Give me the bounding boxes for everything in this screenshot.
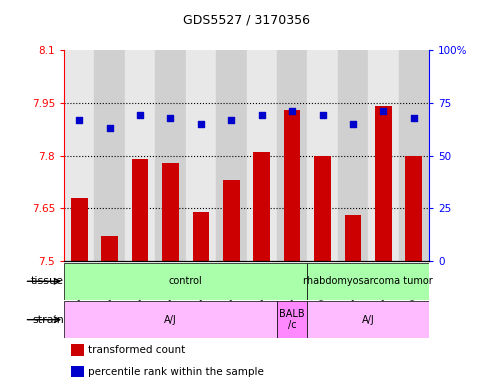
Point [410,114,418,121]
Point [288,108,296,114]
Text: GDS5527 / 3170356: GDS5527 / 3170356 [183,14,310,27]
Bar [132,159,148,261]
Text: A/J: A/J [164,314,177,325]
Bar [155,50,186,261]
Point [258,113,266,119]
Bar [246,50,277,261]
Bar [71,198,88,261]
Point [136,113,144,119]
Text: rhabdomyosarcoma tumor: rhabdomyosarcoma tumor [303,276,433,286]
Bar [277,50,307,261]
Bar [95,50,125,261]
Bar [314,156,331,261]
Bar [398,50,429,261]
Bar [307,301,429,338]
Point [318,113,326,119]
Bar [64,263,307,300]
Text: A/J: A/J [362,314,375,325]
Bar [64,301,277,338]
Text: strain: strain [32,314,64,325]
Bar [193,212,209,261]
Bar [345,215,361,261]
Bar [102,237,118,261]
Bar [284,110,300,261]
Bar [368,50,398,261]
Text: transformed count: transformed count [88,345,185,355]
Bar [375,106,391,261]
Point [349,121,357,127]
Text: BALB
/c: BALB /c [280,309,305,331]
Point [106,125,113,131]
Point [197,121,205,127]
Text: percentile rank within the sample: percentile rank within the sample [88,367,264,377]
Text: control: control [169,276,203,286]
Bar [186,50,216,261]
Bar [71,344,84,356]
Bar [338,50,368,261]
Bar [71,366,84,377]
Bar [64,50,95,261]
Point [167,114,175,121]
Bar [125,50,155,261]
Point [75,117,83,123]
Bar [307,263,429,300]
Point [227,117,235,123]
Bar [253,152,270,261]
Bar [277,301,307,338]
Bar [162,162,179,261]
Bar [223,180,240,261]
Point [380,108,387,114]
Bar [405,156,422,261]
Text: tissue: tissue [31,276,64,286]
Bar [216,50,246,261]
Bar [307,50,338,261]
